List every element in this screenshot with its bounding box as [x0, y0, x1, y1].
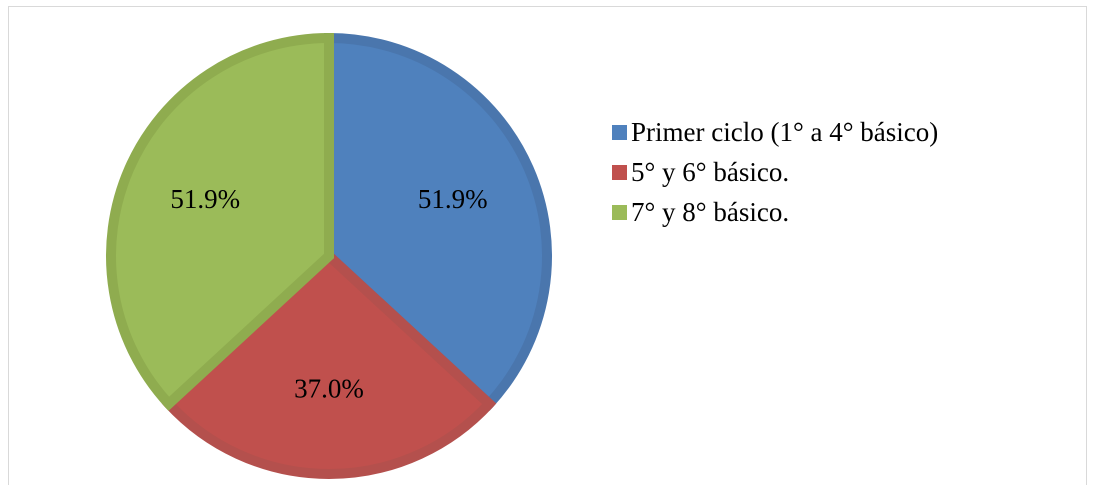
data-label-5-6-basico: 37.0% — [294, 373, 364, 403]
data-label-primer-ciclo: 51.9% — [418, 184, 488, 214]
chart-frame — [8, 6, 1087, 485]
pie-slice-5-6-basico — [161, 249, 497, 479]
legend-swatch-primer-ciclo — [612, 124, 627, 140]
legend-swatch-5-6-basico — [612, 164, 627, 180]
pie-slice-7-8-basico — [106, 32, 334, 411]
legend-label-5-6-basico: 5° y 6° básico. — [631, 156, 790, 187]
legend: Primer ciclo (1° a 4° básico) 5° y 6° bá… — [612, 112, 938, 232]
legend-item-7-8-basico: 7° y 8° básico. — [612, 192, 938, 232]
legend-label-7-8-basico: 7° y 8° básico. — [631, 196, 790, 227]
legend-swatch-7-8-basico — [612, 204, 627, 220]
legend-label-primer-ciclo: Primer ciclo (1° a 4° básico) — [631, 116, 939, 147]
legend-item-primer-ciclo: Primer ciclo (1° a 4° básico) — [612, 112, 938, 152]
pie-slice-primer-ciclo — [324, 32, 552, 411]
legend-item-5-6-basico: 5° y 6° básico. — [612, 152, 938, 192]
data-label-7-8-basico: 51.9% — [170, 184, 240, 214]
